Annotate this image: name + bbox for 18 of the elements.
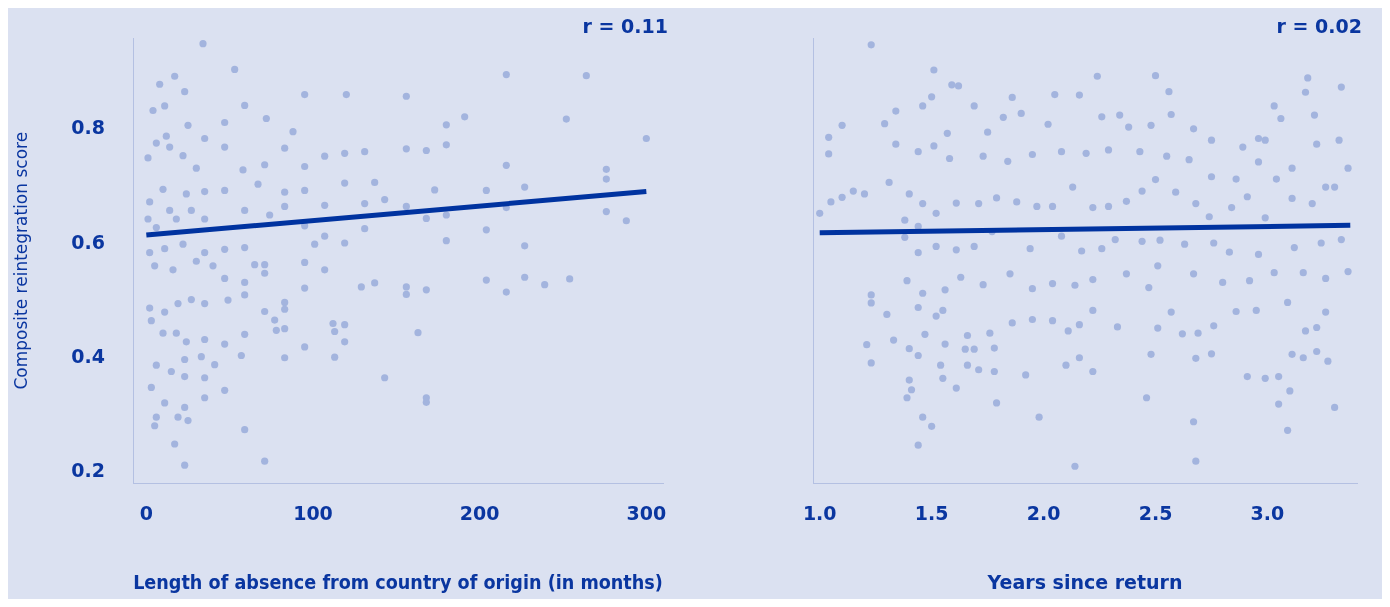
text: r = 0.11	[582, 14, 668, 37]
x-axis-title: Length of absence from country of origin (in months)	[133, 570, 663, 593]
x-tick-label: 200	[459, 501, 500, 524]
x-tick-label: 1.0	[802, 501, 837, 524]
x-tick-label: 300	[626, 501, 667, 524]
y-tick-label: 0.2	[71, 458, 105, 481]
text: r = 0.02	[1276, 14, 1362, 37]
x-tick-label: 2.0	[1026, 501, 1061, 524]
x-tick-label: 100	[293, 501, 333, 524]
x-tick-label: 0	[139, 501, 153, 524]
y-axis-title: Composite reintegration score	[10, 131, 31, 390]
x-axis-title: Years since return	[986, 570, 1183, 593]
y-tick-label: 0.6	[71, 230, 105, 253]
x-tick-label: 1.5	[914, 501, 949, 524]
x-tick-label: 3.0	[1250, 501, 1285, 524]
y-tick-label: 0.4	[71, 344, 105, 367]
x-tick-label: 2.5	[1138, 501, 1173, 524]
y-tick-label: 0.8	[71, 116, 105, 139]
